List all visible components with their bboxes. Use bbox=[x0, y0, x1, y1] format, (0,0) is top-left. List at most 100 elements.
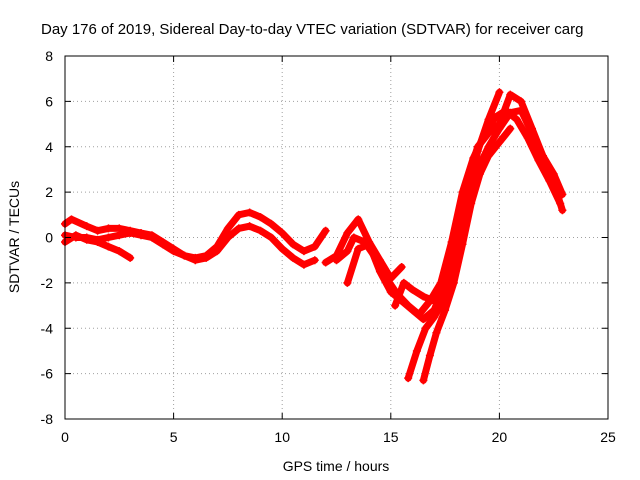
data-point bbox=[256, 226, 265, 235]
data-point bbox=[67, 215, 76, 224]
y-tick-label: -6 bbox=[41, 366, 54, 382]
series-band bbox=[391, 88, 503, 310]
data-point bbox=[432, 328, 441, 337]
data-point bbox=[137, 231, 146, 240]
data-point bbox=[495, 88, 504, 97]
data-point bbox=[223, 233, 232, 242]
data-point bbox=[354, 215, 363, 224]
series-track-i bbox=[419, 124, 515, 385]
data-point bbox=[104, 242, 113, 251]
data-point bbox=[549, 179, 558, 188]
data-point bbox=[430, 312, 439, 321]
data-point bbox=[354, 244, 363, 253]
data-point bbox=[408, 306, 417, 315]
data-point bbox=[517, 97, 526, 106]
data-point bbox=[449, 278, 458, 287]
series-band bbox=[322, 215, 406, 282]
data-point bbox=[475, 169, 484, 178]
data-point bbox=[512, 115, 521, 124]
data-point bbox=[425, 351, 434, 360]
data-point bbox=[386, 287, 395, 296]
data-point bbox=[126, 253, 135, 262]
x-tick-label: 15 bbox=[383, 429, 399, 445]
data-point bbox=[289, 240, 298, 249]
data-point bbox=[245, 222, 254, 231]
data-point bbox=[289, 253, 298, 262]
plot-area bbox=[61, 88, 567, 385]
data-point bbox=[278, 244, 287, 253]
data-point bbox=[180, 251, 189, 260]
data-point bbox=[527, 129, 536, 138]
data-point bbox=[484, 142, 493, 151]
data-point bbox=[343, 278, 352, 287]
data-point bbox=[104, 224, 113, 233]
data-point bbox=[267, 219, 276, 228]
y-tick-label: 0 bbox=[45, 230, 53, 246]
x-tick-label: 10 bbox=[274, 429, 290, 445]
data-point bbox=[399, 278, 408, 287]
data-point bbox=[267, 233, 276, 242]
series-track-c bbox=[61, 231, 135, 262]
data-point bbox=[245, 208, 254, 217]
series-track-h bbox=[404, 106, 567, 383]
data-point bbox=[223, 224, 232, 233]
y-axis-label: SDTVAR / TECUs bbox=[6, 181, 22, 293]
data-point bbox=[147, 233, 156, 242]
data-point bbox=[343, 228, 352, 237]
data-point bbox=[321, 226, 330, 235]
data-point bbox=[517, 106, 526, 115]
data-point bbox=[82, 222, 91, 231]
data-point bbox=[299, 247, 308, 256]
data-point bbox=[343, 247, 352, 256]
data-point bbox=[375, 267, 384, 276]
x-tick-label: 5 bbox=[170, 429, 178, 445]
data-point bbox=[404, 374, 413, 383]
data-point bbox=[430, 297, 439, 306]
data-point bbox=[126, 228, 135, 237]
data-point bbox=[506, 90, 515, 99]
data-point bbox=[71, 231, 80, 240]
data-point bbox=[506, 124, 515, 133]
data-point bbox=[299, 260, 308, 269]
data-point bbox=[365, 240, 374, 249]
data-point bbox=[115, 231, 124, 240]
x-axis-label: GPS time / hours bbox=[283, 458, 390, 474]
data-point bbox=[484, 151, 493, 160]
y-tick-label: 2 bbox=[45, 184, 53, 200]
y-tick-label: -2 bbox=[41, 275, 54, 291]
data-point bbox=[467, 199, 476, 208]
data-point bbox=[495, 138, 504, 147]
data-point bbox=[495, 124, 504, 133]
y-tick-label: 8 bbox=[45, 48, 53, 64]
data-point bbox=[332, 256, 341, 265]
data-point bbox=[213, 247, 222, 256]
data-point bbox=[82, 235, 91, 244]
chart-title: Day 176 of 2019, Sidereal Day-to-day VTE… bbox=[41, 21, 583, 38]
data-point bbox=[441, 306, 450, 315]
data-point bbox=[234, 224, 243, 233]
data-point bbox=[256, 213, 265, 222]
data-point bbox=[391, 301, 400, 310]
data-point bbox=[93, 238, 102, 247]
y-tick-label: 6 bbox=[45, 93, 53, 109]
data-point bbox=[412, 346, 421, 355]
data-point bbox=[202, 253, 211, 262]
data-point bbox=[234, 210, 243, 219]
data-point bbox=[484, 115, 493, 124]
data-point bbox=[538, 151, 547, 160]
data-point bbox=[310, 256, 319, 265]
data-point bbox=[349, 233, 358, 242]
series-track-g bbox=[391, 88, 504, 310]
y-tick-label: -8 bbox=[41, 411, 54, 427]
x-tick-label: 20 bbox=[492, 429, 508, 445]
y-tick-label: 4 bbox=[45, 139, 53, 155]
axis-ticks: 0 5 10 15 20 25 -8 -6 -4 -2 0 2 4 6 8 bbox=[41, 48, 616, 445]
data-point bbox=[310, 242, 319, 251]
series-band bbox=[419, 125, 514, 384]
data-point bbox=[93, 226, 102, 235]
data-point bbox=[115, 247, 124, 256]
data-point bbox=[473, 147, 482, 156]
data-point bbox=[419, 292, 428, 301]
data-point bbox=[321, 258, 330, 267]
data-point bbox=[421, 324, 430, 333]
